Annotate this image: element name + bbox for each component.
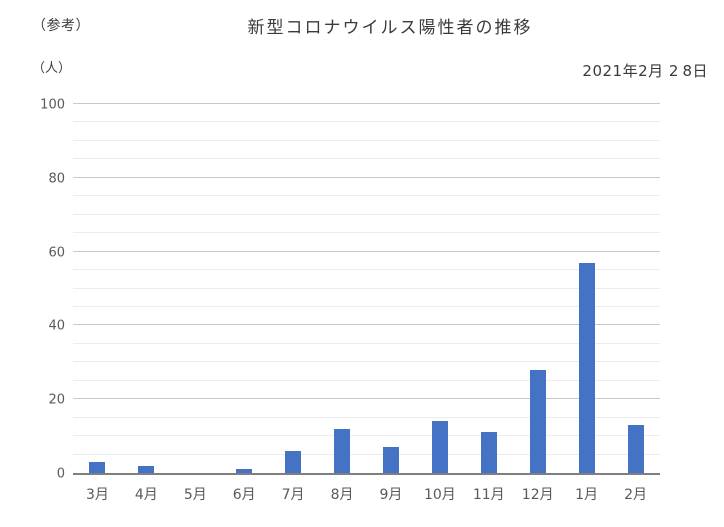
minor-gridline <box>73 195 660 197</box>
x-tick-label: 12月 <box>521 487 554 503</box>
y-tick-label: 60 <box>48 245 65 261</box>
major-gridline <box>73 176 660 178</box>
minor-gridline <box>73 232 660 234</box>
minor-gridline <box>73 139 660 141</box>
minor-gridline <box>73 287 660 289</box>
major-gridline <box>73 103 660 104</box>
y-tick-label: 0 <box>56 466 65 482</box>
plot-area: 0 20 40 60 80 100 3月 4月 5月 6月 7月 8月 9月 10月 11月 12月 1月 2月 <box>40 98 660 503</box>
x-tick-label: 11月 <box>472 487 505 503</box>
y-tick-label: 100 <box>40 97 65 113</box>
x-tick-label: 5月 <box>183 487 207 503</box>
bar-7月 <box>285 451 302 473</box>
bar-10月 <box>431 421 448 473</box>
bar-8月 <box>334 429 351 473</box>
major-gridline <box>73 398 660 400</box>
x-tick-label: 3月 <box>85 487 109 503</box>
minor-gridline <box>73 416 660 418</box>
minor-gridline <box>73 435 660 437</box>
x-tick-label: 9月 <box>379 487 403 503</box>
minor-gridline <box>73 379 660 381</box>
minor-gridline <box>73 269 660 271</box>
as-of-date: 2021年2月 2 8日 <box>582 62 708 80</box>
major-gridline <box>73 324 660 326</box>
y-axis-unit-label: （人） <box>32 61 72 76</box>
minor-gridline <box>73 453 660 455</box>
x-tick-label: 1月 <box>575 487 599 503</box>
major-gridline <box>73 250 660 252</box>
bar-9月 <box>382 447 399 473</box>
y-tick-label: 20 <box>48 392 65 408</box>
chart-title: 新型コロナウイルス陽性者の推移 <box>247 18 533 38</box>
bar-4月 <box>138 466 155 473</box>
minor-gridline <box>73 213 660 215</box>
x-tick-label: 10月 <box>423 487 456 503</box>
y-tick-label: 80 <box>48 171 65 187</box>
x-tick-label: 4月 <box>134 487 158 503</box>
minor-gridline <box>73 361 660 363</box>
bar-3月 <box>89 462 106 473</box>
minor-gridline <box>73 342 660 344</box>
bar-12月 <box>529 370 546 473</box>
bar-1月 <box>578 263 595 473</box>
minor-gridline <box>73 305 660 307</box>
minor-gridline <box>73 121 660 123</box>
x-tick-label: 2月 <box>624 487 647 503</box>
bar-11月 <box>480 432 497 473</box>
reference-note: （参考） <box>32 18 90 34</box>
minor-gridline <box>73 158 660 160</box>
bar-2月 <box>627 425 644 473</box>
x-tick-label: 8月 <box>330 487 354 503</box>
y-tick-label: 40 <box>48 318 65 334</box>
x-tick-label: 6月 <box>232 487 256 503</box>
x-tick-label: 7月 <box>281 487 305 503</box>
bar-6月 <box>236 469 253 473</box>
